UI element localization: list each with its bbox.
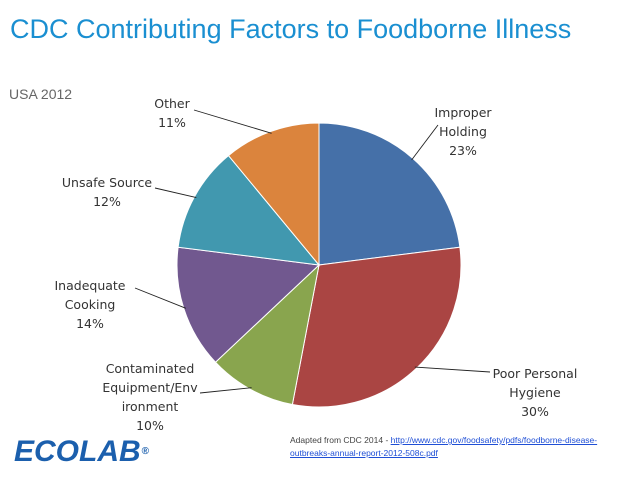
pie-slices — [176, 122, 462, 408]
slice-label: Unsafe Source 12% — [62, 175, 153, 209]
pie-slice — [176, 246, 321, 363]
slice-label: Other 11% — [154, 96, 190, 130]
pie-slice — [214, 263, 320, 406]
slice-labels: Improper Holding 23% Poor Personal Hygiene 30… — [54, 96, 577, 433]
pie-slice — [227, 122, 320, 267]
pie-slice — [318, 122, 461, 266]
slice-label: Poor Personal Hygiene 30% — [493, 366, 578, 419]
ecolab-logo: ECOLAB® — [14, 435, 150, 468]
chart-subtitle: USA 2012 — [9, 86, 73, 102]
source-note: Adapted from CDC 2014 - http://www.cdc.g… — [290, 434, 625, 460]
source-prefix: Adapted from CDC 2014 - — [290, 435, 391, 445]
leader-line — [199, 387, 252, 394]
leader-lines — [134, 109, 491, 394]
leader-line — [414, 366, 491, 373]
slice-label: Inadequate Cooking 14% — [54, 278, 125, 331]
leader-line — [134, 287, 187, 309]
slice-label: Contaminated Equipment/Env ironment 10% — [102, 361, 198, 433]
leader-line — [154, 187, 197, 199]
source-link[interactable]: http://www.cdc.gov/foodsafety/pdfs/foodb… — [290, 435, 598, 458]
pie-slice — [177, 154, 321, 266]
pie-slice — [291, 246, 462, 408]
slice-label: Improper Holding 23% — [434, 105, 492, 158]
leader-line — [193, 109, 272, 134]
leader-line — [411, 124, 439, 161]
chart-title: CDC Contributing Factors to Foodborne Il… — [10, 14, 572, 44]
